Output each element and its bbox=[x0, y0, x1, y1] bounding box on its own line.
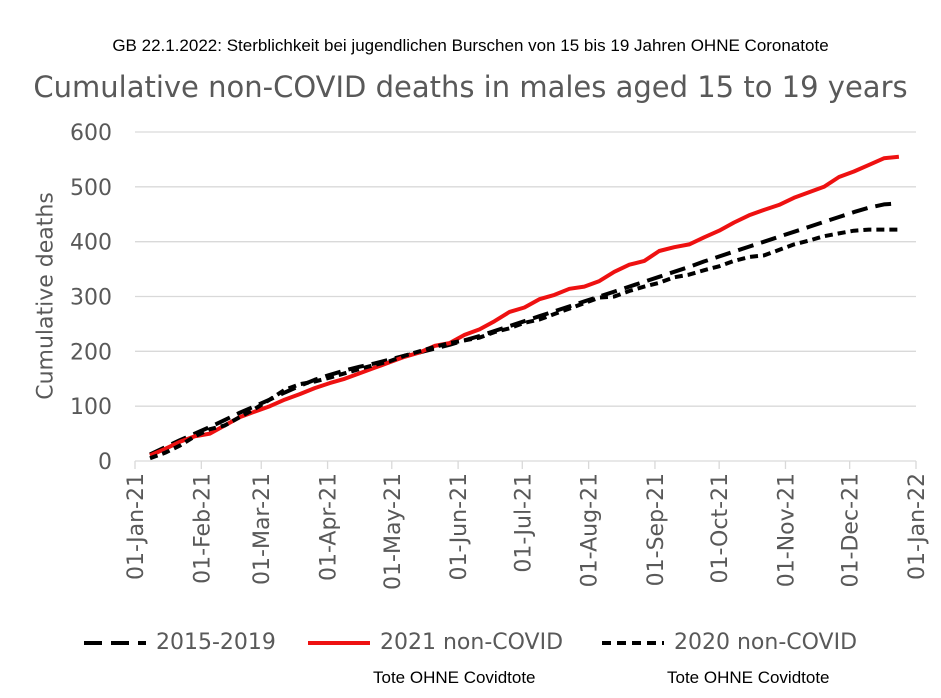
legend-item-2020: 2020 non-COVID bbox=[600, 630, 857, 655]
x-tick-label: 01-Oct-21 bbox=[708, 473, 733, 584]
x-tick-label: 01-May-21 bbox=[381, 473, 406, 590]
y-tick-label: 400 bbox=[70, 231, 112, 256]
x-tick-label: 01-Dec-21 bbox=[839, 473, 864, 587]
legend-swatch-short-dash bbox=[602, 640, 664, 645]
y-tick-label: 300 bbox=[70, 286, 112, 311]
x-tick-label: 01-Jun-21 bbox=[447, 473, 472, 580]
y-tick-label: 0 bbox=[98, 450, 112, 475]
legend-label: 2021 non-COVID bbox=[380, 630, 564, 655]
series-line-2 bbox=[149, 154, 900, 458]
chart-title: Cumulative non-COVID deaths in males age… bbox=[33, 70, 908, 104]
legend-swatch-solid bbox=[308, 640, 370, 645]
note-2020: Tote OHNE Covidtote bbox=[667, 668, 830, 687]
x-tick-label: 01-Aug-21 bbox=[578, 473, 603, 587]
x-tick-label: 01-Apr-21 bbox=[317, 473, 342, 581]
note-2021: Tote OHNE Covidtote bbox=[373, 668, 536, 687]
y-tick-label: 100 bbox=[70, 395, 112, 420]
series-line-1 bbox=[149, 201, 900, 457]
x-tick-label: 01-Jan-21 bbox=[124, 473, 149, 580]
x-tick-label: 01-Jul-21 bbox=[511, 473, 536, 573]
y-tick-labels: 0 100 200 300 400 500 600 bbox=[70, 121, 112, 475]
legend-item-2015-2019: 2015-2019 bbox=[82, 630, 276, 655]
legend-label: 2020 non-COVID bbox=[674, 630, 858, 655]
series-lines bbox=[149, 154, 900, 461]
series-line-3 bbox=[149, 227, 899, 461]
x-tick-label: 01-Feb-21 bbox=[190, 473, 215, 584]
x-tick-label: 01-Nov-21 bbox=[774, 473, 799, 587]
x-tick-labels: 01-Jan-21 01-Feb-21 01-Mar-21 01-Apr-21 01-M… bbox=[124, 461, 930, 590]
x-tick-label: 01-Sep-21 bbox=[644, 473, 669, 586]
annotation-top: GB 22.1.2022: Sterblichkeit bei jugendli… bbox=[112, 36, 829, 55]
y-tick-label: 200 bbox=[70, 340, 112, 365]
y-tick-label: 500 bbox=[70, 176, 112, 201]
legend-item-2021: 2021 non-COVID bbox=[306, 630, 563, 655]
x-tick-label: 01-Jan-22 bbox=[905, 473, 930, 580]
y-tick-label: 600 bbox=[70, 121, 112, 146]
legend-swatch-long-dash bbox=[84, 640, 146, 645]
legend-label: 2015-2019 bbox=[156, 630, 276, 655]
x-tick-label: 01-Mar-21 bbox=[250, 473, 275, 585]
